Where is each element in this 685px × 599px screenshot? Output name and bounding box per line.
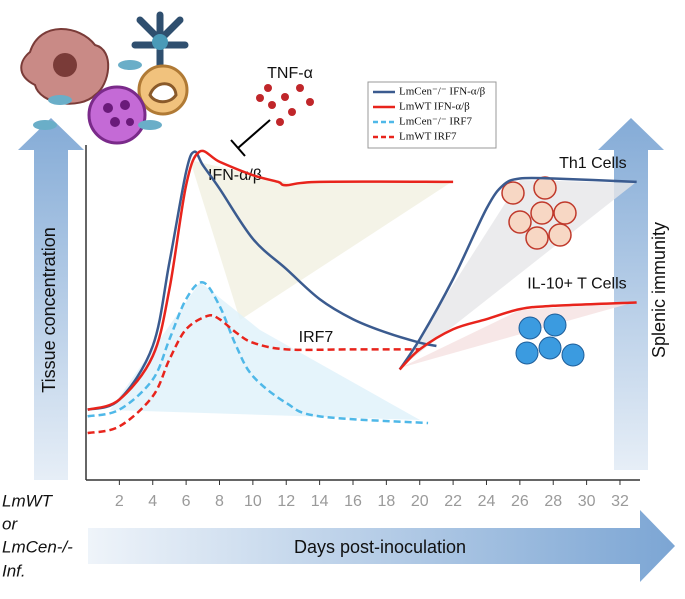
- shade: [400, 180, 635, 368]
- cell-icons: [20, 11, 189, 145]
- legend-label: LmCen⁻/⁻ IRF7: [399, 116, 473, 128]
- inhibition-line: [237, 119, 271, 149]
- il10-cells: [515, 313, 585, 367]
- shade: [110, 282, 420, 420]
- series-line: [87, 314, 420, 435]
- x-tick-label: 6: [182, 493, 191, 510]
- left-arrow: [18, 118, 84, 480]
- x-tick-label: 14: [311, 493, 329, 510]
- x-tick-label: 4: [148, 493, 157, 510]
- x-tick-label: 22: [444, 493, 462, 510]
- infection-label: LmCen-/-: [2, 537, 73, 556]
- infection-label: or: [2, 514, 18, 533]
- shade: [400, 302, 635, 368]
- annotation: IRF7: [299, 329, 334, 346]
- bottom-arrow: [88, 510, 675, 582]
- series-label: IL-10+ T Cells: [527, 276, 626, 293]
- x-tick-label: 20: [411, 493, 429, 510]
- x-tick-label: 32: [611, 493, 629, 510]
- annotation: IFN-α/β: [208, 167, 262, 184]
- legend-label: LmWT IFN-α/β: [399, 101, 470, 113]
- legend-label: LmCen⁻/⁻ IFN-α/β: [399, 86, 486, 98]
- x-axis-label: Days post-inoculation: [294, 537, 466, 557]
- x-tick-label: 16: [344, 493, 362, 510]
- series-line: [87, 149, 454, 411]
- right-arrow: [598, 118, 664, 470]
- x-tick-label: 24: [478, 493, 496, 510]
- left-axis-label: Tissue concentration: [39, 227, 59, 392]
- x-tick-label: 30: [578, 493, 596, 510]
- infection-label: LmWT: [2, 491, 54, 510]
- x-tick-label: 26: [511, 493, 529, 510]
- right-axis-label: Splenic immunity: [649, 222, 669, 358]
- series-line: [398, 301, 637, 371]
- x-tick-label: 2: [115, 493, 124, 510]
- series-line: [398, 176, 637, 371]
- series-label: Th1 Cells: [559, 155, 627, 172]
- annotation: TNF-α: [267, 65, 313, 82]
- legend-label: LmWT IRF7: [399, 131, 457, 143]
- series-line: [87, 150, 437, 411]
- x-tick-label: 12: [277, 493, 295, 510]
- inhibition-bar: [230, 139, 246, 157]
- x-tick-label: 10: [244, 493, 262, 510]
- th1-cells: [501, 176, 577, 250]
- x-tick-label: 28: [544, 493, 562, 510]
- infection-label: Inf.: [2, 561, 26, 580]
- shade: [190, 160, 450, 320]
- x-tick-label: 8: [215, 493, 224, 510]
- tnf-dots: [256, 84, 314, 126]
- x-tick-label: 18: [377, 493, 395, 510]
